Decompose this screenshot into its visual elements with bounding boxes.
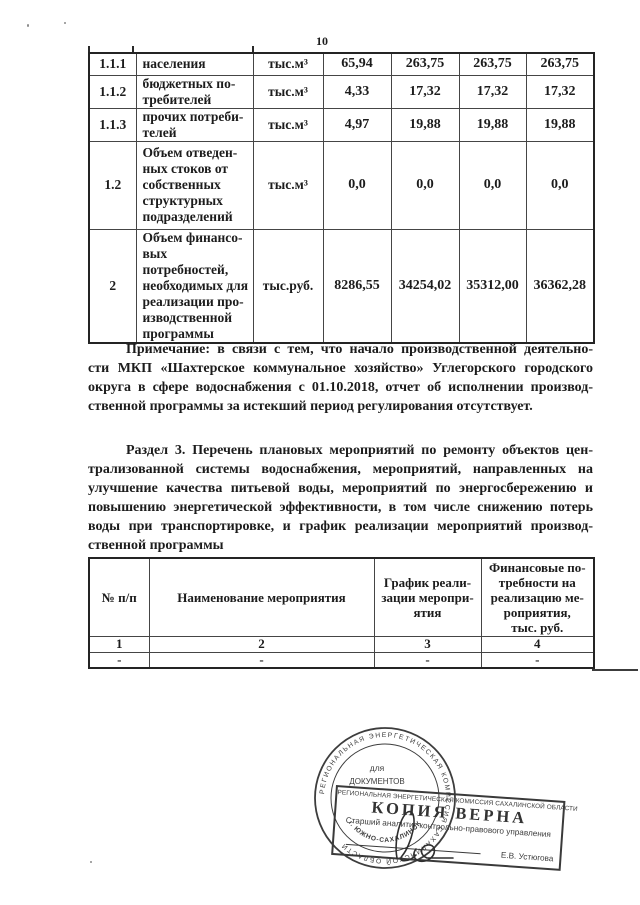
scan-speck [27,24,29,27]
table-border-stub [132,46,134,53]
section3-line: повышению энергетической эффективности, … [88,500,593,515]
note-line: ственной программы за истекший период ре… [88,399,533,414]
cell-value: - [480,651,595,669]
header-cell: График реали- зации меропри- ятия [373,557,482,637]
cell-value: 19,88 [525,107,595,142]
scan-speck [64,22,66,24]
column-numbering-row: 1 2 3 4 [88,635,595,653]
note-paragraph: Примечание: в связи с тем, что начало пр… [88,340,593,416]
seal-outer-circle [314,727,456,869]
seal-inner-text-1: для [370,763,385,773]
cell-unit: тыс.м³ [252,52,324,76]
cell-value: 8286,55 [322,228,392,343]
cell-col-number: 1 [88,635,150,653]
cell-name: Объем финансо- вых потребностей, необход… [135,228,254,343]
section3-line: ственной программы [88,538,224,553]
seal-inner-text-2: ДОКУМЕНТОВ [349,777,404,786]
header-cell: Финансовые по- требности на реализацию м… [480,557,595,637]
cell-value: 0,0 [458,140,527,230]
note-line: Примечание: в связи с тем, что начало пр… [126,342,593,357]
cell-value: 263,75 [390,52,460,76]
table-row: 1.1.2 бюджетных по- требителей тыс.м³ 4,… [88,74,595,109]
table-row: 1.2 Объем отведен- ных стоков от собстве… [88,140,595,230]
cell-value: 0,0 [390,140,460,230]
signer-name: Е.В. Устюгова [500,850,554,864]
table-border-stub [88,46,90,53]
cell-unit: тыс.м³ [252,74,324,109]
cell-name: Объем отведен- ных стоков от собственных… [135,140,254,230]
cell-row-num: 1.1.3 [88,107,137,142]
cell-unit: тыс.м³ [252,140,324,230]
cell-value: 0,0 [525,140,595,230]
scan-speck [90,861,92,863]
header-cell: № п/п [88,557,150,637]
note-line: округа в сфере водоснабжения с 01.10.201… [88,380,593,395]
cell-value: 17,32 [390,74,460,109]
cell-col-number: 2 [148,635,375,653]
table-header-row: № п/п Наименование мероприятия График ре… [88,557,595,637]
cell-name: бюджетных по- требителей [135,74,254,109]
section3-line: воды при транспортировке, и график реали… [88,519,593,534]
cell-row-num: 2 [88,228,137,343]
section3-line: трализованной системы водоснабжения, мер… [88,462,593,477]
cell-row-num: 1.1.2 [88,74,137,109]
section3-line: улучшение качества питьевой воды, меропр… [88,481,593,496]
cell-value: 17,32 [458,74,527,109]
cell-value: 19,88 [458,107,527,142]
cell-value: 263,75 [525,52,595,76]
cell-value: - [148,651,375,669]
cell-value: - [88,651,150,669]
cell-value: 19,88 [390,107,460,142]
cell-col-number: 3 [373,635,482,653]
table-row: 1.1.1 населения тыс.м³ 65,94 263,75 263,… [88,52,595,76]
handwritten-signature [395,811,454,863]
header-cell: Наименование мероприятия [148,557,375,637]
production-volumes-table: 1.1.1 населения тыс.м³ 65,94 263,75 263,… [88,52,595,344]
section3-paragraph: Раздел 3. Перечень плановых мероприятий … [88,441,593,555]
cell-value: 263,75 [458,52,527,76]
planned-measures-table: № п/п Наименование мероприятия График ре… [88,557,595,669]
note-line: сти МКП «Шахтерское коммунальное хозяйст… [88,361,593,376]
seal-inner-circle [330,743,440,853]
cell-row-num: 1.1.1 [88,52,137,76]
cell-value: 4,33 [322,74,392,109]
table-border-stub [252,46,254,53]
cell-name: населения [135,52,254,76]
cell-name: прочих потреби- телей [135,107,254,142]
page-number: 10 [316,34,328,48]
table-row: 2 Объем финансо- вых потребностей, необх… [88,228,595,343]
cell-value: 65,94 [322,52,392,76]
cell-value: 0,0 [322,140,392,230]
cell-value: 35312,00 [458,228,527,343]
table-row: 1.1.3 прочих потреби- телей тыс.м³ 4,97 … [88,107,595,142]
cell-value: - [373,651,482,669]
cell-value: 4,97 [322,107,392,142]
cell-value: 36362,28 [525,228,595,343]
cell-unit: тыс.руб. [252,228,324,343]
scan-line-artifact [592,669,638,671]
cell-unit: тыс.м³ [252,107,324,142]
cell-col-number: 4 [480,635,595,653]
cell-value: 34254,02 [390,228,460,343]
cell-value: 17,32 [525,74,595,109]
cell-row-num: 1.2 [88,140,137,230]
section3-line: Раздел 3. Перечень плановых мероприятий … [126,443,593,458]
table-row: - - - - [88,651,595,669]
